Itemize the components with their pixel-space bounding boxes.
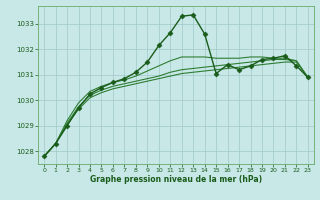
X-axis label: Graphe pression niveau de la mer (hPa): Graphe pression niveau de la mer (hPa) xyxy=(90,175,262,184)
